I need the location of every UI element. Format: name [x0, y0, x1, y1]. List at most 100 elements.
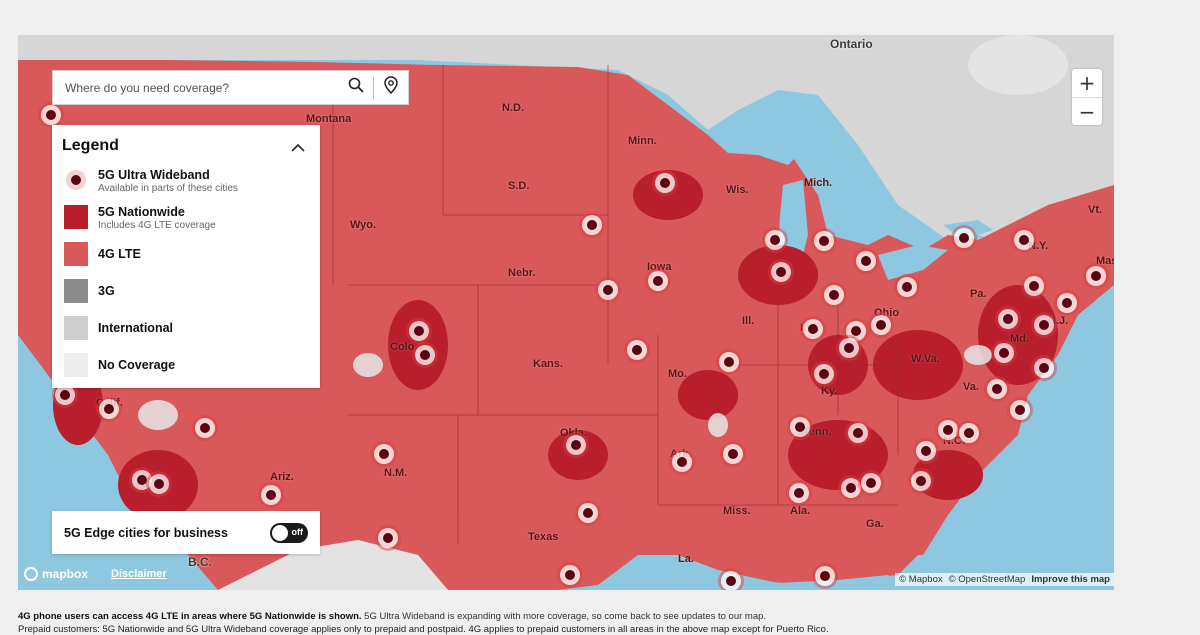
- footnote-rest: 5G Ultra Wideband is expanding with more…: [361, 611, 767, 622]
- search-button[interactable]: [339, 71, 373, 104]
- uwb-city-marker[interactable]: [824, 285, 844, 305]
- uwb-city-marker[interactable]: [897, 277, 917, 297]
- uwb-city-marker[interactable]: [409, 321, 429, 341]
- coverage-search-input[interactable]: [53, 71, 339, 104]
- uwb-city-marker[interactable]: [132, 470, 152, 490]
- uwb-city-marker[interactable]: [994, 343, 1014, 363]
- uwb-city-marker[interactable]: [954, 228, 974, 248]
- improve-map-link[interactable]: Improve this map: [1031, 574, 1110, 585]
- uwb-city-marker[interactable]: [771, 262, 791, 282]
- uwb-city-marker[interactable]: [1034, 358, 1054, 378]
- legend-item-3g: 3G: [62, 276, 310, 313]
- zoom-in-button[interactable]: +: [1078, 71, 1096, 95]
- uwb-city-marker[interactable]: [871, 315, 891, 335]
- 4g-lte-swatch: [64, 242, 88, 266]
- uwb-city-marker[interactable]: [911, 471, 931, 491]
- uwb-city-marker[interactable]: [99, 399, 119, 419]
- uwb-city-marker[interactable]: [378, 528, 398, 548]
- uwb-city-marker[interactable]: [195, 418, 215, 438]
- legend-item-4g-lte: 4G LTE: [62, 239, 310, 276]
- map-label-kans: Kans.: [533, 358, 563, 370]
- coverage-search-bar: [52, 70, 409, 105]
- uwb-city-marker[interactable]: [848, 423, 868, 443]
- uwb-city-marker[interactable]: [598, 280, 618, 300]
- 5g-edge-toggle-switch[interactable]: off: [270, 522, 308, 543]
- legend-item-name: No Coverage: [98, 358, 176, 372]
- map-label-la: La.: [678, 553, 694, 565]
- map-label-wis: Wis.: [726, 184, 749, 196]
- uwb-city-marker[interactable]: [560, 565, 580, 585]
- map-label-minn: Minn.: [628, 135, 657, 147]
- osm-copyright-link[interactable]: © OpenStreetMap: [948, 574, 1026, 585]
- uwb-city-marker[interactable]: [578, 503, 598, 523]
- uwb-city-marker[interactable]: [790, 417, 810, 437]
- uwb-city-marker[interactable]: [789, 483, 809, 503]
- uwb-city-marker[interactable]: [846, 321, 866, 341]
- legend-item-sub: Includes 4G LTE coverage: [98, 220, 216, 231]
- uwb-city-marker[interactable]: [959, 423, 979, 443]
- mapbox-logo[interactable]: mapbox: [24, 567, 88, 581]
- map-attribution: © Mapbox © OpenStreetMap Improve this ma…: [895, 573, 1114, 586]
- uwb-city-marker[interactable]: [723, 444, 743, 464]
- uwb-city-marker[interactable]: [582, 215, 602, 235]
- toggle-knob: [272, 524, 288, 541]
- uwb-city-marker[interactable]: [41, 105, 61, 125]
- uwb-city-marker[interactable]: [987, 379, 1007, 399]
- uwb-city-marker[interactable]: [415, 345, 435, 365]
- legend-item-no-coverage: No Coverage: [62, 350, 310, 387]
- map-label-va: Va.: [963, 381, 979, 393]
- uwb-city-marker[interactable]: [627, 340, 647, 360]
- uwb-city-marker[interactable]: [938, 420, 958, 440]
- uwb-city-marker[interactable]: [814, 231, 834, 251]
- map-label-montana: Montana: [306, 113, 352, 125]
- uwb-city-marker[interactable]: [1014, 230, 1034, 250]
- legend-panel: Legend 5G Ultra Wideband Available in pa…: [52, 125, 320, 388]
- uwb-city-marker[interactable]: [655, 173, 675, 193]
- uwb-city-marker[interactable]: [374, 444, 394, 464]
- uwb-city-marker[interactable]: [803, 319, 823, 339]
- uwb-city-marker[interactable]: [566, 435, 586, 455]
- coverage-footnote: 4G phone users can access 4G LTE in area…: [18, 611, 1198, 622]
- coverage-map[interactable]: Ontario Montana N.D. Minn. S.D. Wis. Mic…: [18, 35, 1114, 590]
- uwb-swatch: [64, 168, 88, 192]
- uwb-city-marker[interactable]: [672, 452, 692, 472]
- uwb-city-marker[interactable]: [719, 352, 739, 372]
- uwb-city-marker[interactable]: [1024, 276, 1044, 296]
- uwb-city-marker[interactable]: [1086, 266, 1106, 286]
- uwb-city-marker[interactable]: [261, 485, 281, 505]
- uwb-city-marker[interactable]: [839, 338, 859, 358]
- map-label-wyo: Wyo.: [350, 219, 377, 231]
- legend-title: Legend: [62, 137, 119, 154]
- uwb-city-marker[interactable]: [814, 364, 834, 384]
- locate-me-button[interactable]: [374, 71, 408, 104]
- legend-collapse-button[interactable]: [288, 139, 308, 159]
- uwb-city-marker[interactable]: [856, 251, 876, 271]
- uwb-city-marker[interactable]: [765, 230, 785, 250]
- disclaimer-link[interactable]: Disclaimer: [111, 568, 167, 580]
- map-label-ky: Ky.: [821, 385, 838, 397]
- legend-item-sub: Available in parts of these cities: [98, 183, 238, 194]
- map-label-mass: Mas: [1096, 255, 1114, 267]
- legend-item-name: 5G Nationwide: [98, 205, 185, 219]
- map-label-bc: B.C.: [188, 555, 212, 569]
- uwb-city-marker[interactable]: [721, 571, 741, 590]
- map-label-nm: N.M.: [384, 467, 408, 479]
- uwb-city-marker[interactable]: [648, 271, 668, 291]
- map-label-ontario: Ontario: [830, 37, 873, 51]
- uwb-city-marker[interactable]: [55, 385, 75, 405]
- uwb-city-marker[interactable]: [998, 309, 1018, 329]
- map-label-mo: Mo.: [668, 368, 687, 380]
- uwb-city-marker[interactable]: [1010, 400, 1030, 420]
- uwb-city-marker[interactable]: [861, 473, 881, 493]
- uwb-city-marker[interactable]: [1057, 293, 1077, 313]
- map-label-iowa: Iowa: [647, 261, 672, 273]
- uwb-city-marker[interactable]: [1034, 315, 1054, 335]
- uwb-city-marker[interactable]: [149, 474, 169, 494]
- uwb-city-marker[interactable]: [841, 478, 861, 498]
- legend-item-5g-ultra-wideband: 5G Ultra Wideband Available in parts of …: [62, 165, 310, 202]
- uwb-city-marker[interactable]: [815, 566, 835, 586]
- map-label-pa: Pa.: [970, 288, 987, 300]
- mapbox-copyright-link[interactable]: © Mapbox: [899, 574, 943, 585]
- zoom-out-button[interactable]: −: [1072, 97, 1102, 126]
- uwb-city-marker[interactable]: [916, 441, 936, 461]
